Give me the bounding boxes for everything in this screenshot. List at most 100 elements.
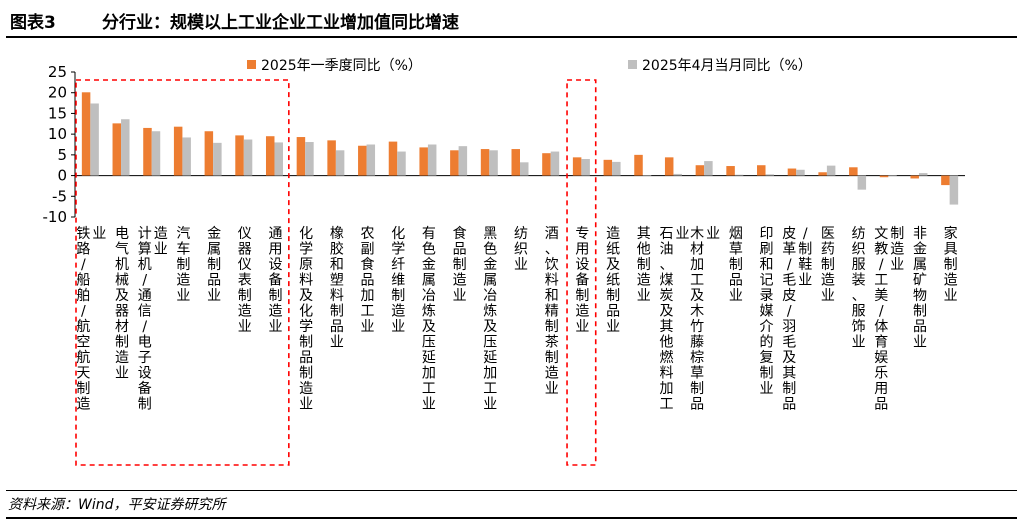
highlight-boxes — [75, 79, 597, 466]
y-axis: -10 -5 0 5 10 15 20 25 — [43, 63, 965, 226]
bar-s1 — [879, 175, 889, 178]
bar-s1 — [143, 127, 152, 176]
highlight-box — [566, 79, 597, 466]
y-tick-label: 0 — [57, 167, 67, 185]
bar-s2 — [796, 169, 805, 176]
category-label: 化学原料及化学制品制造业 — [299, 226, 313, 413]
bar-s1 — [511, 149, 520, 176]
bar-s2 — [458, 146, 468, 176]
category-label: 通用设备制造业 — [268, 226, 282, 335]
category-label: 酒、饮料和精制茶制造业 — [545, 226, 559, 397]
category-label: 有色金属冶炼及压延加工业 — [422, 226, 436, 413]
y-tick-label: -5 — [52, 187, 67, 205]
bar-s1 — [634, 154, 643, 176]
bar-s1 — [787, 168, 797, 176]
bar-s2 — [642, 175, 652, 176]
category-label: 纺织服装、服饰业 — [852, 226, 866, 351]
bar-s2 — [673, 173, 682, 176]
category-label: 造纸及纸制品业 — [606, 226, 620, 335]
bar-s2 — [397, 151, 406, 176]
category-label: 石油、煤炭及其他燃料加工业 — [659, 226, 689, 413]
y-tick-label: 10 — [48, 125, 67, 143]
bar-s1 — [450, 150, 459, 176]
category-label: 电气机械及器材制造业 — [115, 226, 129, 382]
legend-label: 2025年4月当月同比（%） — [642, 58, 812, 74]
bar-s1 — [265, 136, 275, 176]
bar-s2 — [888, 175, 897, 176]
bars — [81, 92, 959, 205]
category-label: 医药制造业 — [821, 226, 835, 304]
category-label: 计算机/通信/电子设备制造业 — [138, 226, 168, 413]
bar-s1 — [480, 149, 490, 176]
bar-s1 — [572, 157, 582, 176]
bar-s2 — [213, 142, 222, 176]
highlight-box — [75, 79, 290, 466]
bar-s2 — [121, 119, 130, 176]
bar-s1 — [112, 123, 122, 176]
bar-s2 — [335, 150, 345, 176]
category-label: 食品制造业 — [453, 225, 467, 304]
category-label: 文教/工美/体育娱乐用品制造业 — [874, 226, 904, 413]
bar-s1 — [327, 140, 336, 176]
bar-s1 — [419, 147, 428, 176]
category-label: 铁路/船舶/航空航天制造业 — [76, 226, 106, 413]
category-label: 橡胶和塑料制品业 — [330, 226, 344, 351]
bar-s1 — [173, 126, 183, 176]
bar-s2 — [550, 151, 560, 176]
category-label: 其他制造业 — [637, 226, 651, 304]
y-tick-label: 5 — [57, 146, 67, 164]
bar-s1 — [941, 175, 950, 186]
bar-s1 — [726, 166, 735, 176]
y-tick-label: 20 — [48, 84, 67, 102]
bar-s2 — [90, 103, 99, 176]
category-label: 专用设备制造业 — [575, 226, 589, 335]
bar-s2 — [274, 142, 283, 176]
source-bar: 资料来源：Wind，平安证券研究所 — [6, 490, 1017, 519]
y-tick-label: -10 — [43, 208, 68, 226]
bar-s1 — [910, 175, 919, 179]
bar-s2 — [581, 159, 590, 176]
category-label: 汽车制造业 — [176, 226, 190, 304]
bar-s2 — [489, 150, 498, 176]
figure-number: 图表3 — [10, 13, 56, 33]
bar-s1 — [204, 131, 214, 176]
category-label: 家具制造业 — [944, 225, 958, 304]
category-label: 黑色金属冶炼及压延加工业 — [483, 226, 497, 413]
category-label: 非金属矿物制品业 — [913, 226, 927, 351]
bar-s2 — [826, 165, 836, 176]
legend-swatch — [628, 60, 637, 69]
legend: 2025年一季度同比（%） 2025年4月当月同比（%） — [247, 58, 812, 74]
bar-chart: -10 -5 0 5 10 15 20 25 铁路/船舶/航空航天制造业 电气机械及器材制造业计… — [43, 58, 965, 466]
bar-s2 — [918, 173, 928, 176]
category-label: 农副食品加工业 — [361, 226, 375, 335]
bar-s1 — [695, 165, 705, 176]
category-labels: 铁路/船舶/航空航天制造业 电气机械及器材制造业计算机/通信/电子设备制造业汽车制… — [76, 225, 957, 413]
bar-s2 — [612, 161, 621, 176]
bar-s2 — [765, 174, 775, 176]
category-label: 化学纤维制造业 — [391, 226, 405, 335]
y-tick-label: 15 — [48, 104, 67, 122]
category-label: 纺织业 — [514, 226, 528, 273]
bar-s2 — [182, 137, 191, 176]
bar-s2 — [734, 174, 744, 176]
y-tick-label: 25 — [48, 63, 67, 81]
bar-s1 — [81, 92, 91, 176]
figure-title: 分行业：规模以上工业企业工业增加值同比增速 — [102, 13, 459, 33]
bar-s2 — [305, 142, 314, 176]
bar-s2 — [151, 131, 161, 176]
bar-s1 — [603, 159, 613, 176]
bar-s2 — [704, 161, 713, 176]
bar-s2 — [243, 139, 253, 176]
bar-s2 — [857, 175, 867, 190]
bar-s2 — [520, 162, 529, 176]
category-label: 金属制品业 — [207, 226, 221, 304]
bar-s2 — [949, 175, 959, 205]
bar-s1 — [358, 145, 367, 176]
bar-s2 — [366, 144, 376, 176]
category-label: 木材加工及木竹藤棕草制品业 — [690, 226, 720, 413]
category-label: 烟草制品业 — [729, 226, 743, 304]
category-label: 皮革/毛皮/羽毛及其制品/制鞋业 — [782, 226, 812, 413]
legend-label: 2025年一季度同比（%） — [261, 58, 422, 74]
bar-s2 — [427, 144, 437, 176]
bar-s1 — [388, 141, 398, 176]
